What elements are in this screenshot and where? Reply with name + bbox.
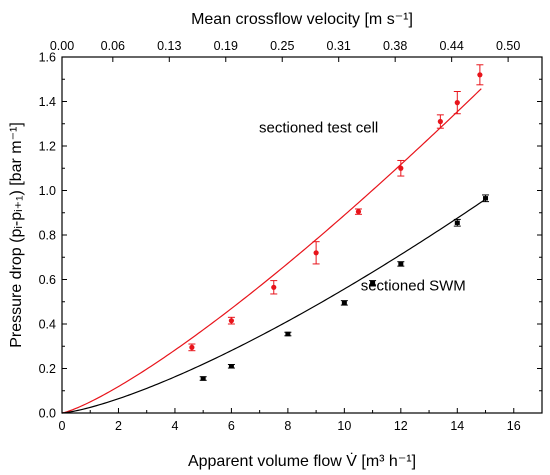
- point-test-cell: [228, 318, 235, 324]
- top-tick-label: 0.50: [496, 39, 520, 53]
- top-tick-label: 0.13: [157, 39, 181, 53]
- top-tick-label: 0.19: [214, 39, 238, 53]
- plot-frame: [61, 56, 543, 414]
- point-test-cell: [454, 100, 460, 106]
- point-swm: [454, 220, 460, 225]
- point-test-cell: [477, 72, 483, 78]
- fit-curves: [61, 88, 488, 414]
- fit-curve-swm: [61, 197, 488, 414]
- y-tick-label: 1.2: [39, 140, 56, 154]
- y-tick-label: 0.4: [39, 318, 56, 332]
- top-tick-label: 0.44: [439, 39, 463, 53]
- y-axis-title: Pressure drop (pᵢ-pᵢ₊₁) [bar m⁻¹]: [8, 122, 25, 348]
- top-tick-label: 0.38: [383, 39, 407, 53]
- point-test-cell: [271, 284, 277, 290]
- y-tick-label: 0.2: [39, 362, 56, 376]
- x-tick-label: 16: [507, 419, 521, 433]
- fit-curve-test-cell: [61, 88, 482, 414]
- point-swm: [483, 196, 489, 201]
- point-test-cell: [355, 209, 362, 215]
- x-tick-label: 4: [171, 419, 178, 433]
- x-tick-label: 8: [284, 419, 291, 433]
- y-tick-label: 0.0: [39, 407, 56, 421]
- x-tick-label: 10: [337, 419, 351, 433]
- x-tick-label: 0: [59, 419, 66, 433]
- x-tick-label: 6: [228, 419, 235, 433]
- y-tick-label: 1.4: [39, 95, 56, 109]
- top-tick-label: 0.25: [270, 39, 294, 53]
- top-axis-title: Mean crossflow velocity [m s⁻¹]: [191, 11, 413, 28]
- y-tick-label: 1.6: [39, 51, 56, 65]
- point-swm: [285, 331, 291, 337]
- x-tick-label: 2: [115, 419, 122, 433]
- point-test-cell: [313, 250, 319, 256]
- y-tick-label: 1.0: [39, 184, 56, 198]
- axis-ticks: 0 2 4 6 8 10 12 14 16 0.0 0.2 0.4 0.6 0.8 1.0 1.2 1.4 1.6…: [39, 39, 542, 433]
- point-swm: [398, 261, 404, 267]
- top-tick-label: 0.06: [101, 39, 125, 53]
- point-swm: [370, 280, 376, 286]
- x-axis-title: Apparent volume flow V̇ [m³ h⁻¹]: [188, 452, 416, 470]
- x-tick-label: 12: [394, 419, 408, 433]
- y-tick-label: 0.6: [39, 273, 56, 287]
- top-tick-label: 0.31: [327, 39, 351, 53]
- annotation-test-cell: sectioned test cell: [259, 120, 378, 137]
- point-test-cell: [398, 165, 404, 171]
- point-swm: [341, 300, 347, 306]
- top-tick-label: 0.00: [50, 39, 74, 53]
- annotation-swm: sectioned SWM: [361, 278, 466, 295]
- point-test-cell: [437, 118, 443, 125]
- y-tick-label: 0.8: [39, 229, 56, 243]
- point-swm: [200, 376, 206, 381]
- point-swm: [228, 364, 234, 369]
- data-marks: [188, 64, 490, 381]
- point-test-cell: [189, 344, 195, 350]
- x-tick-label: 14: [450, 419, 464, 433]
